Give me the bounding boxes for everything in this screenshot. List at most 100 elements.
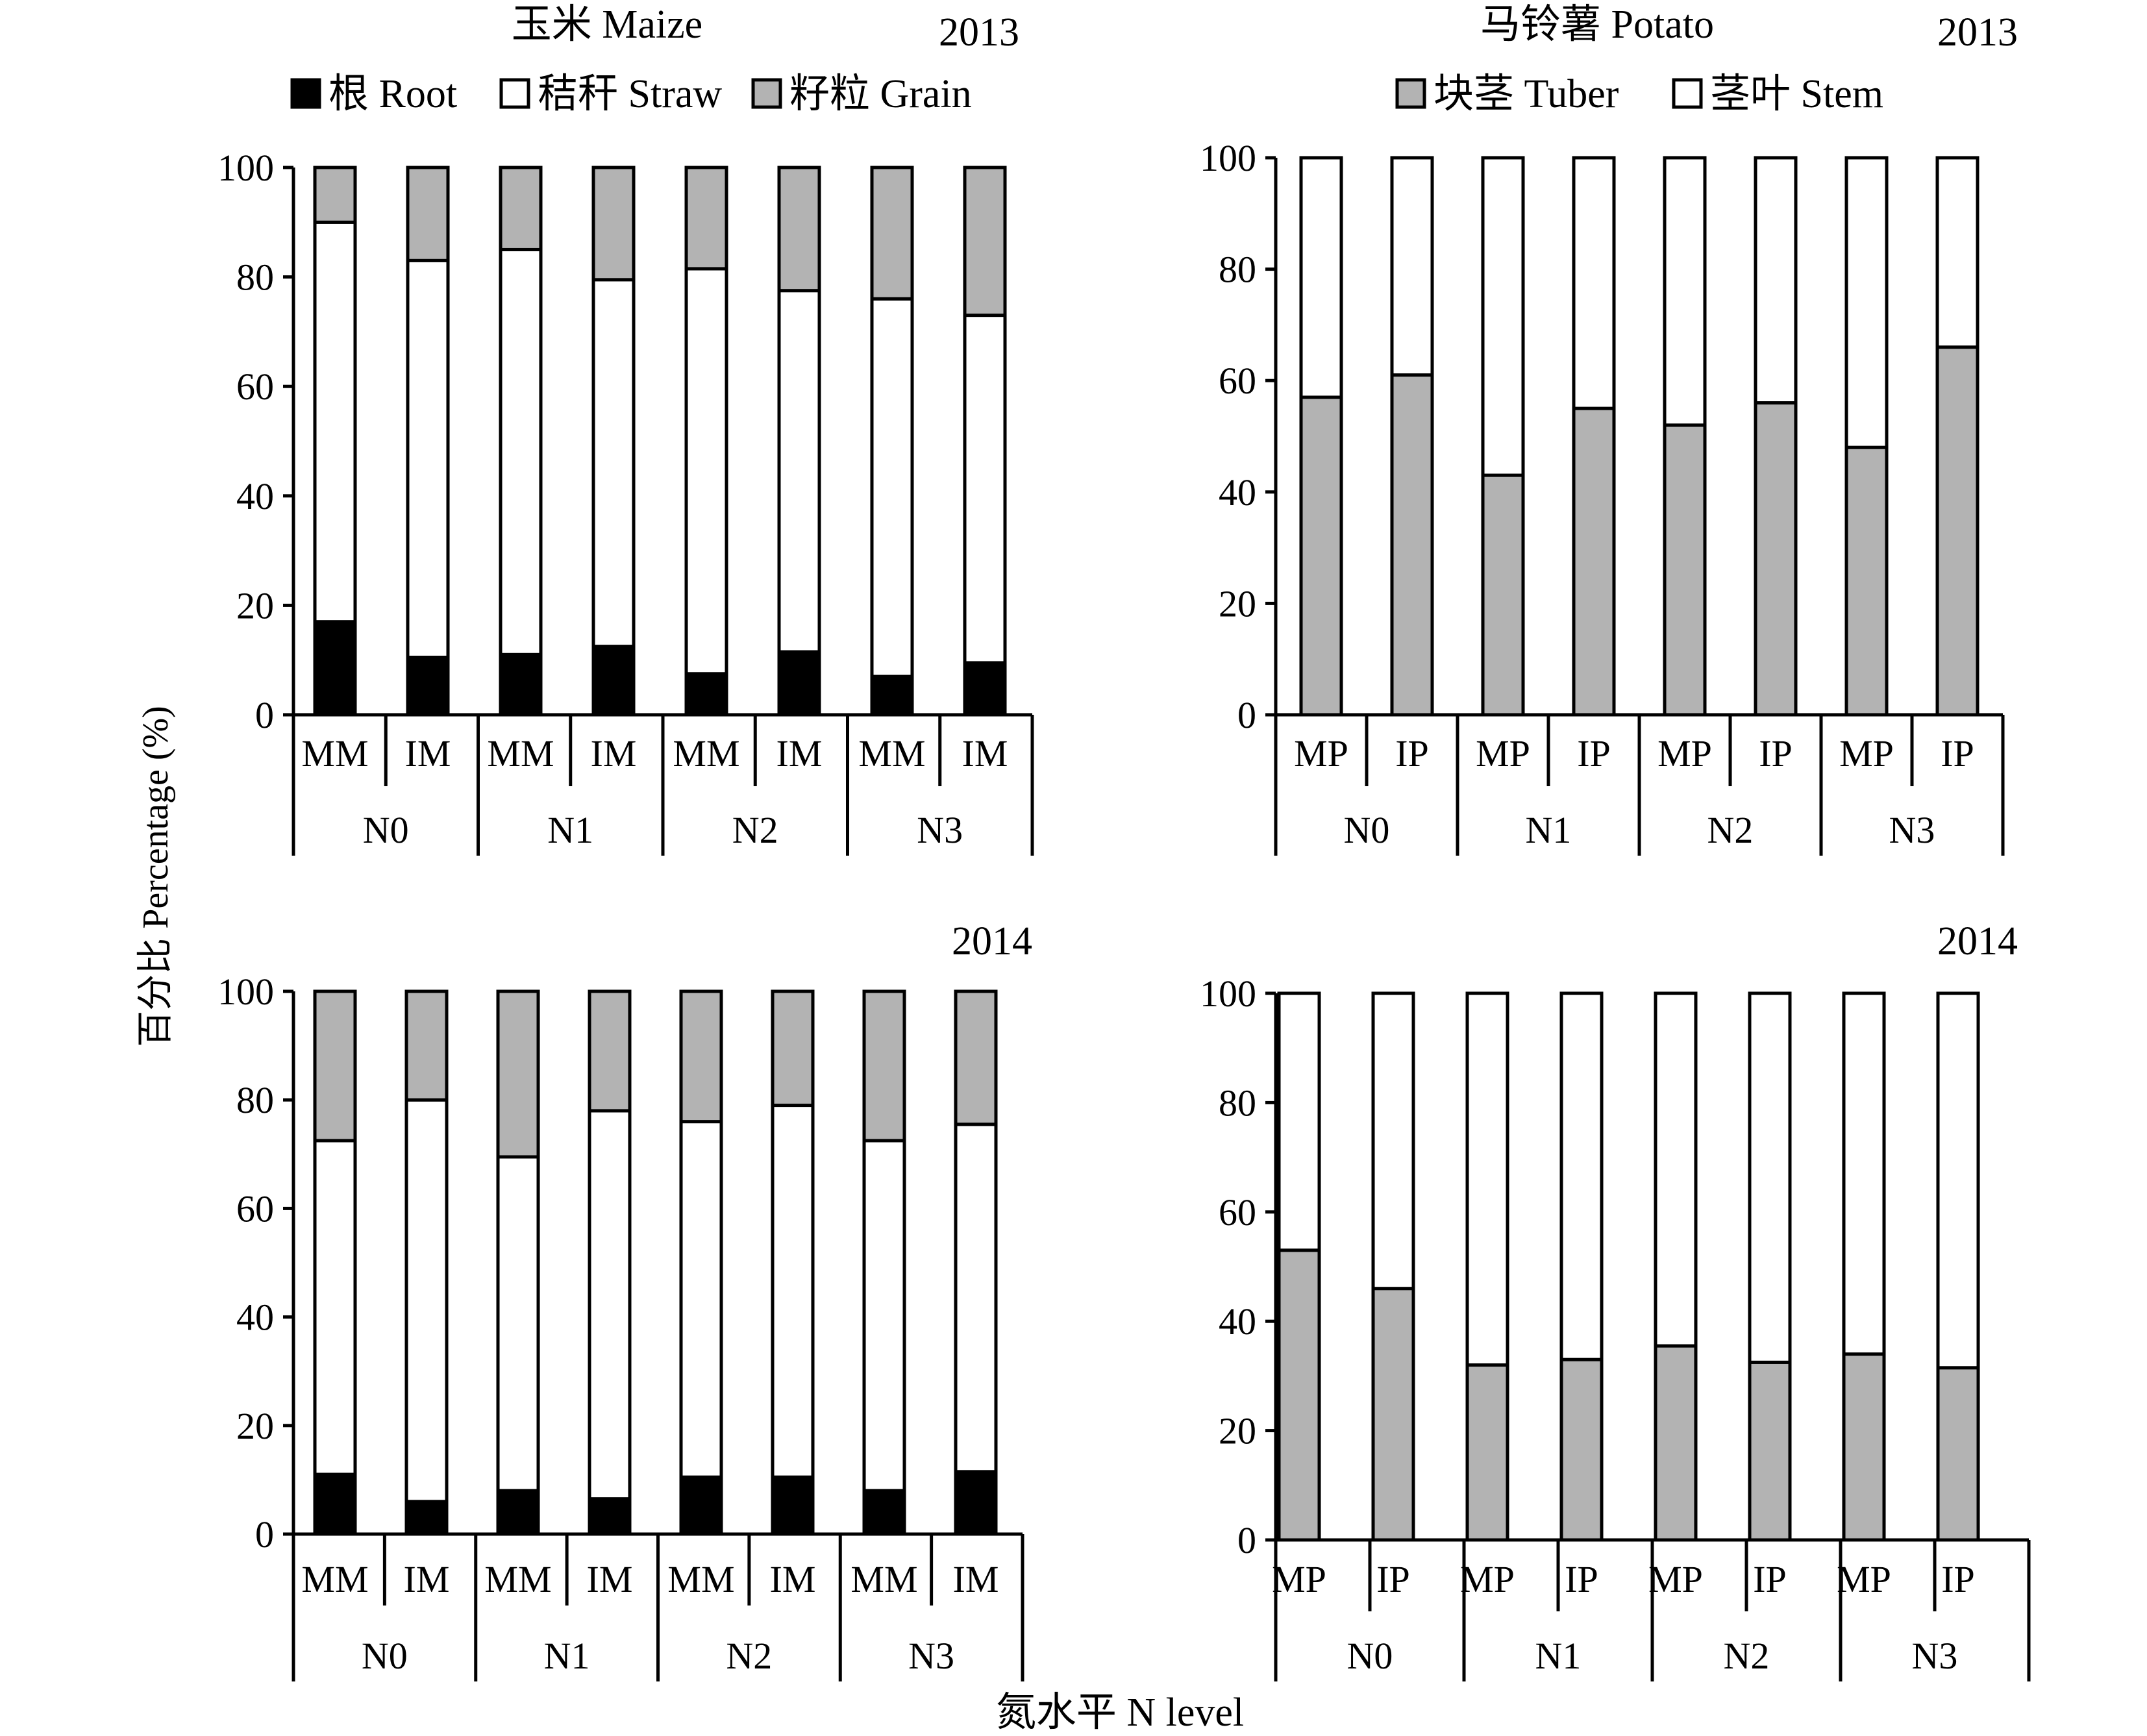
category-label: IP xyxy=(1565,1558,1598,1600)
category-label: MM xyxy=(667,1558,734,1600)
group-label: N0 xyxy=(362,1635,408,1677)
bar-segment xyxy=(1481,156,1525,477)
bar-segment xyxy=(862,989,906,1143)
category-label: IM xyxy=(405,732,451,775)
legend-label-tuber: 块茎 Tuber xyxy=(1433,72,1619,116)
bar-segment xyxy=(1842,1352,1886,1542)
group-label: N0 xyxy=(363,809,409,851)
y-tick-label: 40 xyxy=(236,1296,274,1339)
legend-swatch-root xyxy=(290,78,321,109)
bar-segment xyxy=(1299,395,1343,717)
category-label: MP xyxy=(1272,1558,1326,1600)
bar-segment xyxy=(499,247,543,656)
bar-segment xyxy=(588,1109,632,1501)
bar-segment xyxy=(870,297,914,678)
bar-segment xyxy=(406,166,450,262)
y-tick-label: 0 xyxy=(255,1513,274,1556)
bar-segment xyxy=(591,645,636,717)
bar-segment xyxy=(1371,1287,1415,1542)
year-label: 2013 xyxy=(1937,10,2018,55)
bar-segment xyxy=(1559,1358,1604,1542)
legend-swatch-grain xyxy=(751,78,782,109)
y-tick-label: 40 xyxy=(1219,471,1256,514)
bar-segment xyxy=(1654,1344,1698,1542)
bar-segment xyxy=(1559,991,1604,1361)
bar-segment xyxy=(1748,991,1792,1364)
bar-segment xyxy=(1663,156,1707,427)
category-label: MM xyxy=(858,732,925,775)
bar-segment xyxy=(963,314,1007,665)
category-label: MM xyxy=(487,732,554,775)
bar-segment xyxy=(963,661,1007,717)
bar-segment xyxy=(406,655,450,717)
bar-segment xyxy=(777,289,821,654)
y-tick-label: 80 xyxy=(1219,1082,1256,1124)
bar-segment xyxy=(1654,991,1698,1348)
category-label: IM xyxy=(587,1558,633,1600)
group-label: N0 xyxy=(1344,809,1390,851)
bar-segment xyxy=(499,652,543,717)
x-axis-label: 氮水平 N level xyxy=(996,1691,1244,1735)
category-label: MP xyxy=(1294,732,1348,775)
chart-panel-3: 2014 0 20 40 60 80 100 MM IM MM IM MM IM MM IM N0 N1 N2 N3 xyxy=(217,919,1032,1681)
bar-segment xyxy=(963,166,1007,317)
chart-panels: 玉米 Maize 2013 0 20 40 60 80 100 MM IM MM IM MM IM MM IM… xyxy=(217,3,2031,1681)
bar-segment xyxy=(404,989,449,1102)
category-label: MM xyxy=(484,1558,551,1600)
bar-segment xyxy=(684,672,728,717)
legend-label-grain: 籽粒 Grain xyxy=(789,72,972,116)
bar-segment xyxy=(404,1500,449,1536)
y-tick-label: 100 xyxy=(1200,137,1256,179)
category-label: MM xyxy=(301,1558,368,1600)
category-label: IP xyxy=(1753,1558,1787,1600)
bar-segment xyxy=(679,989,723,1124)
year-label: 2014 xyxy=(952,919,1032,963)
bar-segment xyxy=(406,258,450,659)
y-tick-label: 100 xyxy=(217,147,274,189)
bar-segment xyxy=(1572,156,1616,410)
group-label: N1 xyxy=(547,809,593,851)
bar-segment xyxy=(679,1475,723,1536)
group-label: N2 xyxy=(732,809,778,851)
y-tick-label: 60 xyxy=(1219,1191,1256,1234)
bar-segment xyxy=(313,166,357,224)
legend-maize: 根 Root 秸秆 Straw 籽粒 Grain xyxy=(290,72,972,116)
bar-segment xyxy=(1481,473,1525,717)
bar-segment xyxy=(1936,1366,1980,1542)
category-label: MP xyxy=(1839,732,1894,775)
category-label: MP xyxy=(1837,1558,1891,1600)
y-tick-label: 60 xyxy=(236,366,274,408)
bar-segment xyxy=(1277,991,1321,1252)
y-tick-label: 0 xyxy=(255,694,274,736)
bar-segment xyxy=(499,166,543,251)
legend-label-stem: 茎叶 Stem xyxy=(1710,72,1883,116)
bar-segment xyxy=(1277,1248,1321,1542)
y-tick-label: 20 xyxy=(236,1405,274,1447)
category-label: MP xyxy=(1476,732,1530,775)
chart-panel-1: 玉米 Maize 2013 0 20 40 60 80 100 MM IM MM IM MM IM MM IM… xyxy=(217,3,1034,856)
chart-title: 马铃薯 Potato xyxy=(1480,3,1714,47)
bar-segment xyxy=(496,1489,540,1536)
group-label: N3 xyxy=(917,809,963,851)
bar-segment xyxy=(777,650,821,717)
bar-segment xyxy=(1390,156,1434,377)
y-tick-label: 0 xyxy=(1237,1519,1256,1561)
y-tick-label: 20 xyxy=(1219,582,1256,625)
bar-segment xyxy=(313,989,357,1143)
bar-segment xyxy=(1663,423,1707,717)
category-label: IM xyxy=(404,1558,450,1600)
y-tick-label: 20 xyxy=(1219,1410,1256,1452)
category-label: IP xyxy=(1941,732,1974,775)
group-label: N1 xyxy=(1526,809,1572,851)
category-label: IP xyxy=(1376,1558,1410,1600)
bar-segment xyxy=(404,1098,449,1504)
group-label: N0 xyxy=(1347,1635,1393,1677)
bar-segment xyxy=(1935,345,1979,717)
y-tick-label: 100 xyxy=(217,971,274,1013)
bar-segment xyxy=(496,989,540,1159)
bar-segment xyxy=(1299,156,1343,399)
bar-segment xyxy=(771,1104,815,1479)
category-label: IM xyxy=(776,732,823,775)
chart-panel-4: 2014 0 20 40 60 80 100 MP IP MP IP MP IP MP IP N0 N1 N2 N3 xyxy=(1200,919,2031,1681)
